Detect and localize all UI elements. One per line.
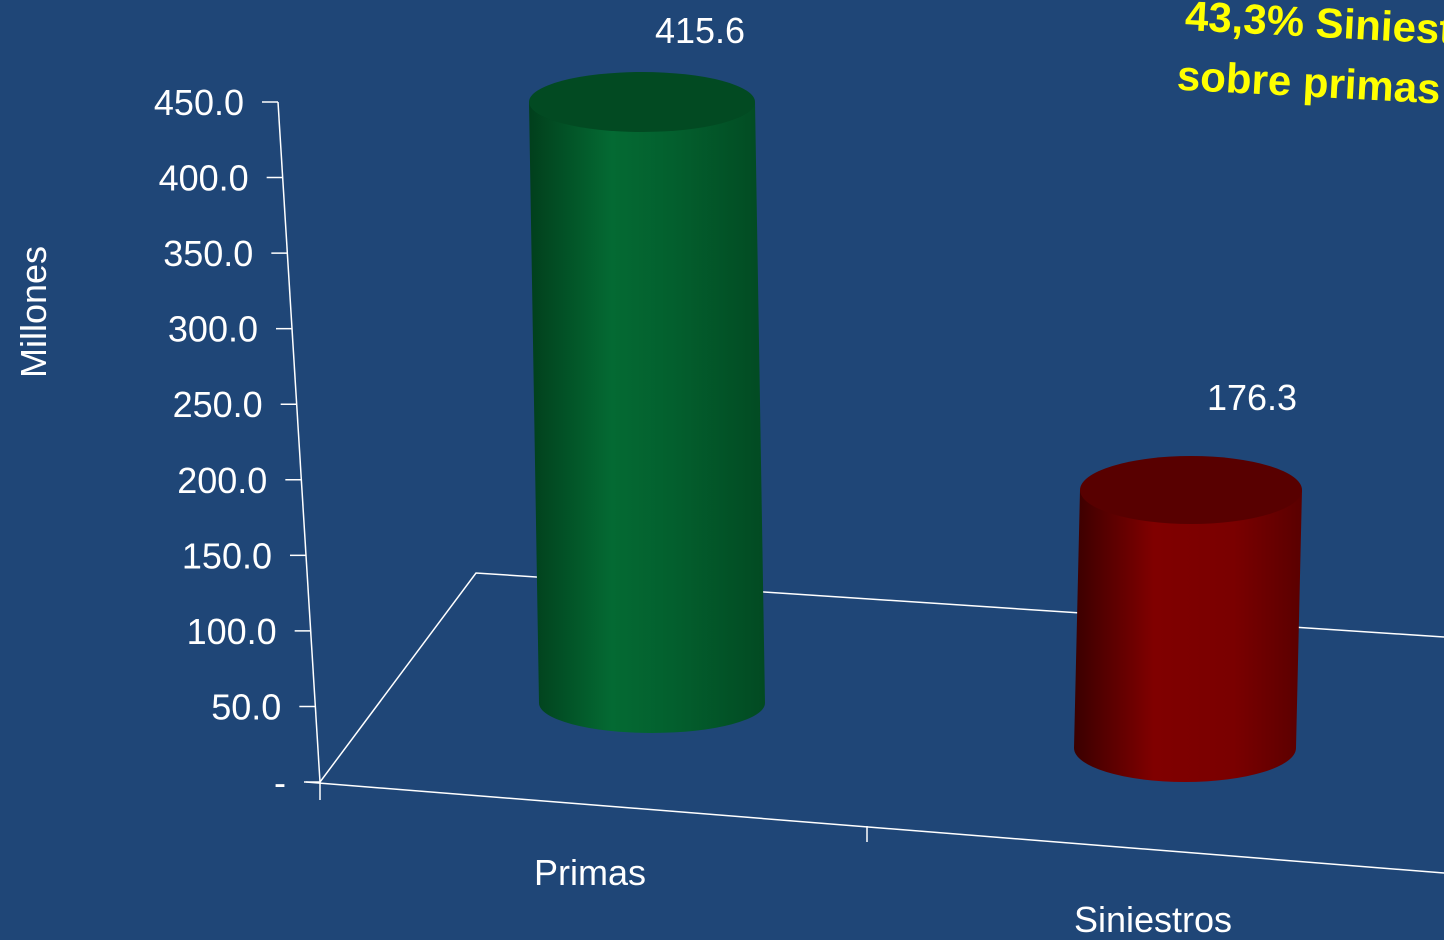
data-label: 176.3 [1207, 377, 1297, 418]
bar-top-siniestros [1080, 456, 1302, 524]
bar-siniestros [1074, 490, 1302, 782]
x-axis-line [305, 781, 1444, 874]
y-tick-label: 200.0 [177, 460, 267, 501]
bar-top-primas [529, 72, 755, 132]
y-tick-label: 250.0 [173, 384, 263, 425]
y-tick-label: 150.0 [182, 535, 272, 576]
axes: - 50.0 100.0 150.0 200.0 250.0 300.0 350.0 400.0… [154, 82, 1444, 874]
y-axis-title: Millones [13, 246, 54, 378]
x-tick-label: Siniestros [1074, 899, 1232, 940]
bar-primas [529, 102, 765, 733]
y-tick-label: 50.0 [211, 686, 281, 727]
y-axis-line [277, 101, 321, 783]
y-tick-label: 450.0 [154, 82, 244, 123]
data-label: 415.6 [655, 10, 745, 51]
y-tick-label: 300.0 [168, 309, 258, 350]
labels: 415.6 Primas 176.3 Siniestros [534, 10, 1297, 940]
bars [529, 72, 1302, 782]
y-tick-label: - [274, 762, 286, 803]
y-tick-label: 100.0 [187, 611, 277, 652]
y-tick-label: 400.0 [159, 158, 249, 199]
y-tick-label: 350.0 [163, 233, 253, 274]
x-tick-label: Primas [534, 852, 646, 893]
